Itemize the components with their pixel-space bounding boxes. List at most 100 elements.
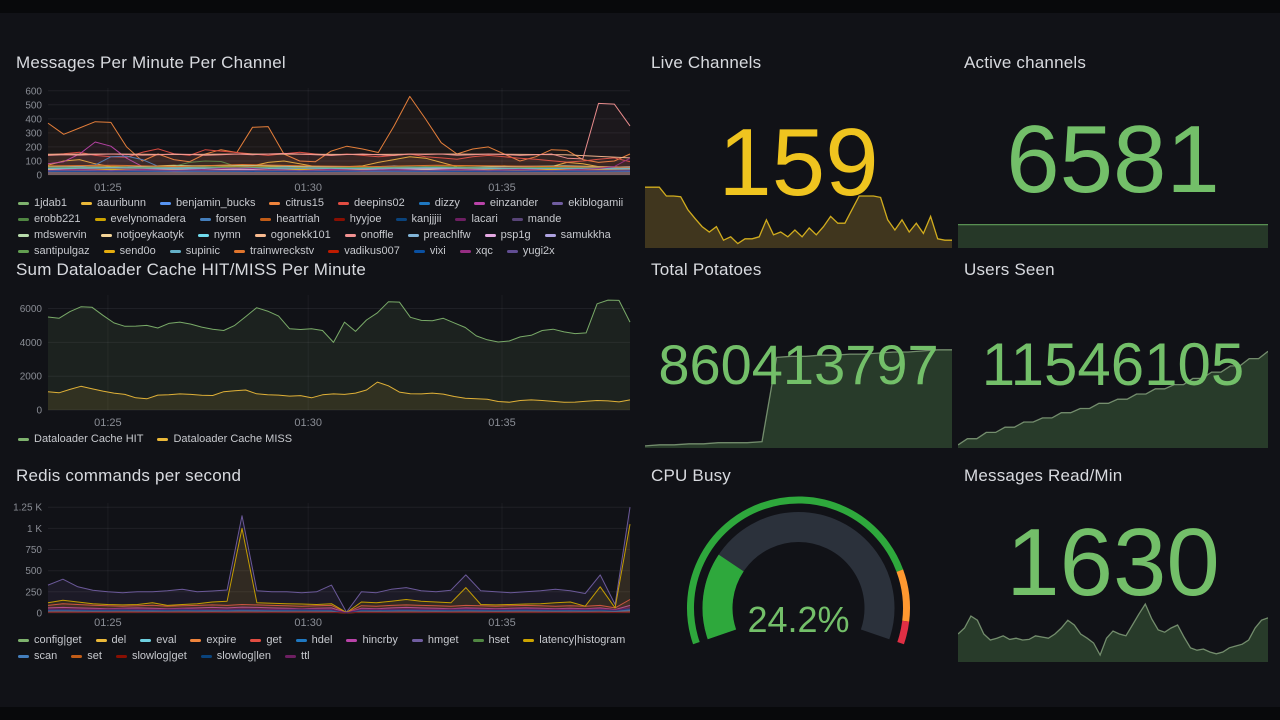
legend-item[interactable]: slowlog|get — [115, 650, 187, 662]
legend-item[interactable]: mdswervin — [18, 229, 87, 241]
legend-item[interactable]: kanjjjii — [395, 213, 442, 225]
legend-item[interactable]: Dataloader Cache MISS — [157, 433, 292, 445]
legend-label: samukkha — [560, 229, 611, 241]
legend-swatch — [18, 233, 29, 237]
legend-item[interactable]: get — [250, 634, 282, 646]
legend-item[interactable]: samukkha — [544, 229, 611, 241]
legend-item[interactable]: hmget — [411, 634, 459, 646]
legend-item[interactable]: ogonekk101 — [254, 229, 331, 241]
legend-item[interactable]: set — [71, 650, 102, 662]
panel-dataloader-cache[interactable]: Sum Dataloader Cache HIT/MISS Per Minute… — [8, 252, 636, 452]
legend-item[interactable]: erobb221 — [18, 213, 81, 225]
legend-item[interactable]: santipulgaz — [18, 245, 90, 257]
svg-text:01:30: 01:30 — [294, 417, 322, 429]
legend-item[interactable]: preachlfw — [407, 229, 471, 241]
svg-text:100: 100 — [25, 157, 42, 168]
legend-label: supinic — [185, 245, 220, 257]
legend-swatch — [395, 217, 407, 221]
legend-swatch — [140, 638, 152, 642]
legend-item[interactable]: config|get — [18, 634, 82, 646]
panel-title[interactable]: Messages Per Minute Per Channel — [16, 53, 286, 72]
svg-text:200: 200 — [25, 142, 42, 153]
legend-item[interactable]: citrus15 — [269, 197, 324, 209]
legend-item[interactable]: latency|histogram — [523, 634, 625, 646]
legend-item[interactable]: expire — [190, 634, 236, 646]
panel-live-channels[interactable]: Live Channels 159 — [645, 45, 952, 248]
panel-title[interactable]: Users Seen — [964, 260, 1055, 279]
panel-title[interactable]: Total Potatoes — [651, 260, 762, 279]
legend-item[interactable]: trainwreckstv — [234, 245, 314, 257]
chart-legend: config|get del eval expire get hdel hincrby hmg… — [8, 634, 636, 662]
legend-swatch — [413, 249, 425, 253]
legend-label: erobb221 — [34, 213, 81, 225]
legend-item[interactable]: evelynomadera — [94, 213, 186, 225]
legend-item[interactable]: hset — [472, 634, 509, 646]
legend-label: ttl — [301, 650, 310, 662]
panel-users-seen[interactable]: Users Seen 11546105 — [958, 252, 1268, 450]
line-chart-dataloader[interactable]: 0 2000 4000 6000 01:25 01:30 01:35 — [8, 290, 636, 430]
legend-item[interactable]: slowlog|len — [200, 650, 272, 662]
legend-item[interactable]: yugi2x — [506, 245, 555, 257]
legend-swatch — [418, 201, 430, 205]
legend-item[interactable]: ttl — [285, 650, 310, 662]
legend-label: slowlog|len — [216, 650, 272, 662]
legend-item[interactable]: eval — [140, 634, 176, 646]
legend-swatch — [190, 638, 202, 642]
panel-title[interactable]: CPU Busy — [651, 466, 732, 485]
legend-item[interactable]: scan — [18, 650, 57, 662]
panel-active-channels[interactable]: Active channels 6581 — [958, 45, 1268, 248]
legend-item[interactable]: Dataloader Cache HIT — [18, 433, 143, 445]
line-chart-messages[interactable]: 0 100 200 300 400 500 600 01:25 01:30 01:35 — [8, 83, 636, 195]
legend-label: kanjjjii — [411, 213, 442, 225]
chart-legend: 1jdab1 aauribunn benjamin_bucks citrus15 dee… — [8, 197, 636, 257]
legend-item[interactable]: hdel — [295, 634, 332, 646]
legend-swatch — [18, 249, 29, 253]
panel-title[interactable]: Sum Dataloader Cache HIT/MISS Per Minute — [16, 260, 367, 279]
panel-title[interactable]: Live Channels — [651, 53, 762, 72]
legend-item[interactable]: aauribunn — [81, 197, 146, 209]
line-chart-redis[interactable]: 0 250 500 750 1 K 1.25 K 01:25 01:30 01:35 — [8, 498, 636, 630]
legend-item[interactable]: ekiblogamii — [552, 197, 623, 209]
panel-title[interactable]: Active channels — [964, 53, 1087, 72]
legend-swatch — [18, 437, 29, 441]
legend-swatch — [484, 233, 496, 237]
legend-item[interactable]: send0o — [103, 245, 156, 257]
panel-total-potatoes[interactable]: Total Potatoes 860413797 — [645, 252, 952, 450]
legend-item[interactable]: lacari — [455, 213, 498, 225]
legend-swatch — [18, 654, 29, 658]
legend-item[interactable]: hyyjoe — [333, 213, 382, 225]
legend-label: vadikus007 — [344, 245, 400, 257]
legend-swatch — [328, 249, 340, 253]
svg-text:500: 500 — [25, 100, 42, 111]
svg-text:0: 0 — [36, 171, 42, 182]
legend-item[interactable]: notjoeykaotyk — [100, 229, 184, 241]
legend-item[interactable]: del — [95, 634, 126, 646]
legend-item[interactable]: mande — [511, 213, 562, 225]
panel-messages-per-minute[interactable]: Messages Per Minute Per Channel 0 100 200 3… — [8, 45, 636, 257]
legend-item[interactable]: heartriah — [260, 213, 320, 225]
legend-item[interactable]: onoffle — [344, 229, 394, 241]
legend-label: citrus15 — [285, 197, 325, 209]
panel-title[interactable]: Redis commands per second — [16, 466, 242, 485]
legend-item[interactable]: psp1g — [484, 229, 531, 241]
legend-item[interactable]: benjamin_bucks — [159, 197, 255, 209]
legend-swatch — [94, 217, 106, 221]
legend-item[interactable]: xqc — [459, 245, 493, 257]
panel-redis-commands[interactable]: Redis commands per second 0 250 500 750 1 K 1… — [8, 458, 636, 668]
legend-item[interactable]: 1jdab1 — [18, 197, 67, 209]
legend-item[interactable]: hincrby — [346, 634, 398, 646]
legend-swatch — [506, 249, 518, 253]
panel-title[interactable]: Messages Read/Min — [964, 466, 1123, 485]
legend-item[interactable]: deepins02 — [338, 197, 405, 209]
legend-item[interactable]: forsen — [199, 213, 246, 225]
panel-messages-read-min[interactable]: Messages Read/Min 1630 — [958, 458, 1268, 668]
legend-item[interactable]: vixi — [413, 245, 446, 257]
legend-item[interactable]: nymn — [197, 229, 241, 241]
legend-item[interactable]: dizzy — [418, 197, 460, 209]
panel-cpu-busy[interactable]: CPU Busy 24.2% — [645, 458, 952, 668]
legend-item[interactable]: einzander — [473, 197, 538, 209]
legend-label: set — [87, 650, 102, 662]
legend-label: mande — [527, 213, 562, 225]
legend-item[interactable]: vadikus007 — [328, 245, 400, 257]
legend-item[interactable]: supinic — [169, 245, 220, 257]
